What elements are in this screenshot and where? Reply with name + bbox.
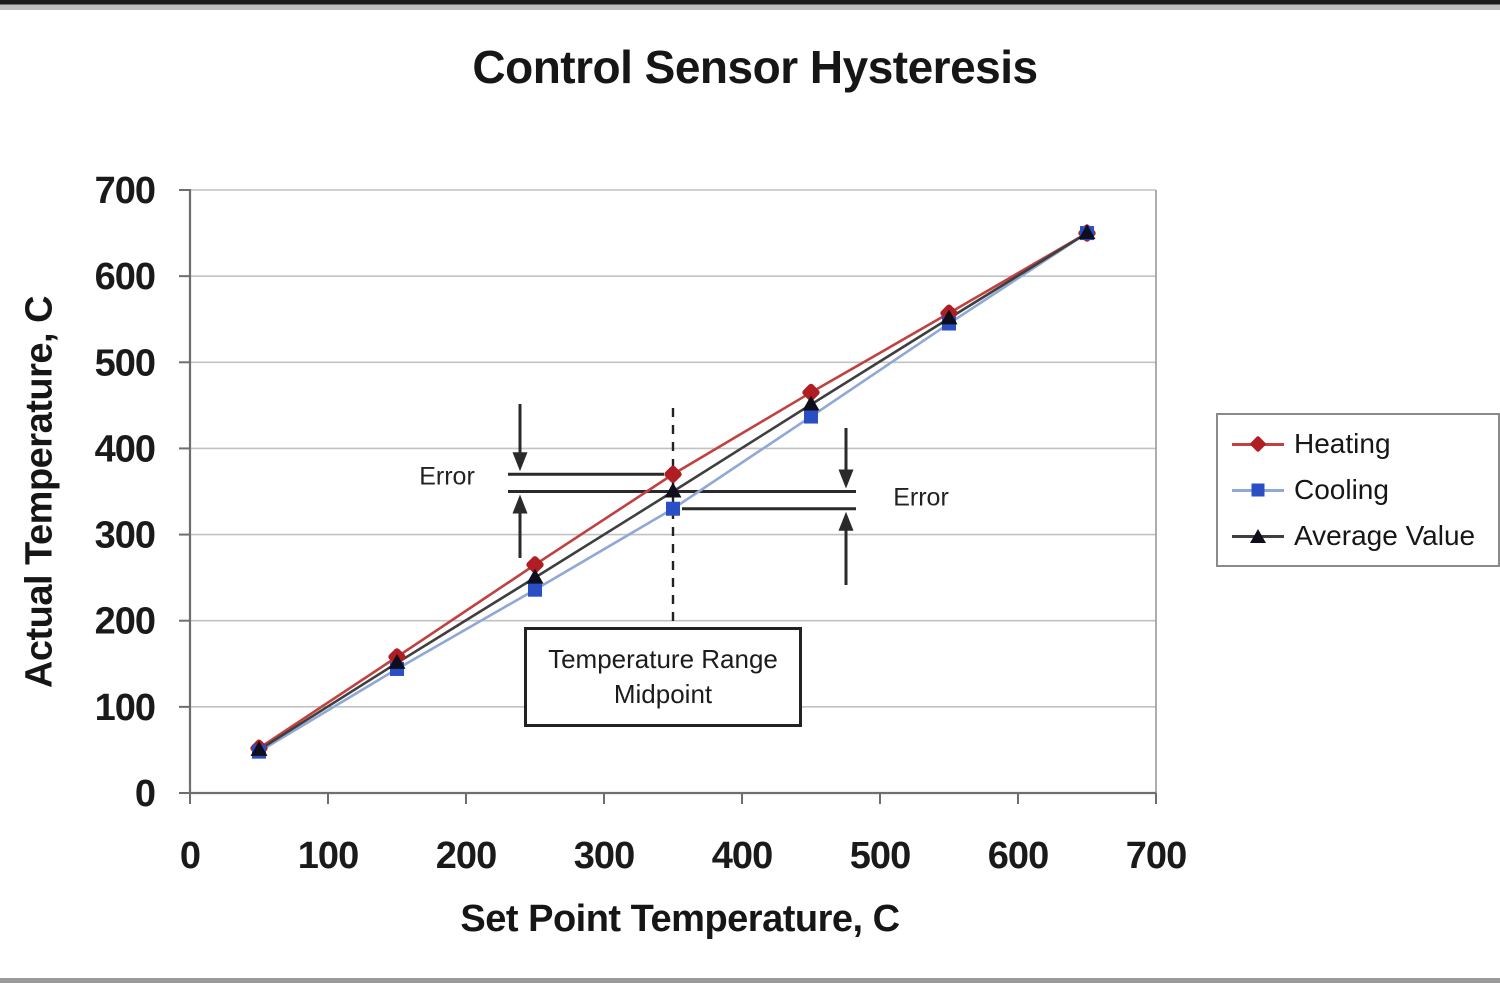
legend-label-heating: Heating xyxy=(1294,428,1391,459)
y-axis-title: Actual Temperature, C xyxy=(18,295,61,689)
chart-title: Control Sensor Hysteresis xyxy=(472,41,1038,93)
svg-text:200: 200 xyxy=(436,835,496,877)
legend: Heating Cooling Average Value xyxy=(1216,413,1500,567)
midpoint-annotation-box: Temperature Range Midpoint xyxy=(524,627,802,727)
midpoint-box-line2: Midpoint xyxy=(613,679,713,709)
svg-text:300: 300 xyxy=(574,835,634,877)
svg-text:300: 300 xyxy=(95,515,155,557)
svg-text:600: 600 xyxy=(95,256,155,298)
svg-text:200: 200 xyxy=(95,601,155,643)
svg-text:100: 100 xyxy=(95,687,155,729)
svg-text:100: 100 xyxy=(298,835,358,877)
svg-text:400: 400 xyxy=(95,428,155,470)
svg-text:600: 600 xyxy=(988,835,1048,877)
legend-item-cooling: Cooling xyxy=(1232,474,1498,506)
top-border-bar xyxy=(0,0,1500,10)
svg-text:0: 0 xyxy=(180,835,200,877)
legend-item-average-value: Average Value xyxy=(1232,520,1498,552)
svg-text:0: 0 xyxy=(135,773,155,815)
svg-text:500: 500 xyxy=(850,835,910,877)
error-annotation-right-label: Error xyxy=(893,483,949,512)
bottom-border-line xyxy=(0,978,1500,983)
error-annotation-left-label: Error xyxy=(419,462,475,491)
svg-text:700: 700 xyxy=(95,170,155,212)
svg-text:400: 400 xyxy=(712,835,772,877)
legend-label-average-value: Average Value xyxy=(1294,520,1476,551)
heating-line-marker-icon xyxy=(1232,435,1284,453)
cooling-line-marker-icon xyxy=(1232,482,1284,498)
legend-item-heating: Heating xyxy=(1232,428,1498,460)
midpoint-box-line1: Temperature Range xyxy=(548,643,778,674)
svg-text:700: 700 xyxy=(1126,835,1186,877)
average-value-line-marker-icon xyxy=(1232,528,1284,544)
x-axis-title: Set Point Temperature, C xyxy=(460,898,900,940)
legend-label-cooling: Cooling xyxy=(1294,474,1389,505)
svg-text:500: 500 xyxy=(95,342,155,384)
